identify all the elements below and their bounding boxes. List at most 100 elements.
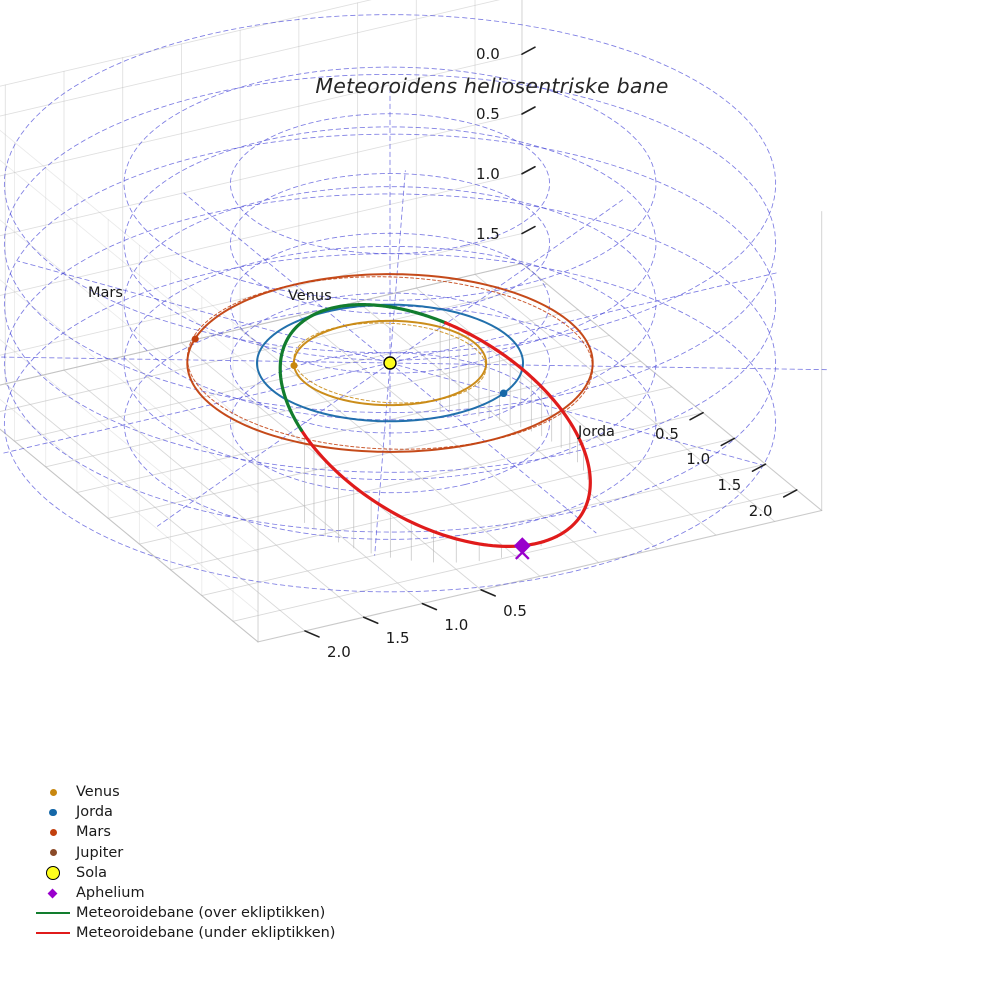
polar-radial-gridline	[183, 192, 391, 364]
polar-radial-gridline	[17, 260, 391, 364]
legend-label: Jupiter	[76, 844, 124, 861]
tick-mark	[421, 602, 438, 611]
planet-orbits	[186, 273, 594, 453]
legend-item-aphelium[interactable]: Aphelium	[30, 883, 330, 903]
meteoroid-orbit	[278, 303, 592, 548]
body-marker-mars	[191, 335, 199, 343]
polar-circle-gridline	[3, 73, 777, 413]
legend-marker-line-icon	[30, 912, 76, 915]
polar-radial-gridline	[156, 362, 391, 527]
polar-circle-gridline	[3, 14, 777, 354]
tick-mark	[689, 411, 704, 421]
tick-mark	[521, 106, 536, 115]
floor-grid-line	[122, 356, 423, 605]
axis-tick-marks	[304, 46, 798, 638]
meteoroid-orbit-above-ecliptic	[278, 303, 350, 432]
polar-circle-gridline	[229, 173, 551, 314]
tick-mark	[480, 589, 496, 597]
wall-grid-line	[0, 233, 523, 356]
tick-mark	[720, 437, 736, 447]
polar-radial-gridline	[389, 272, 778, 364]
polar-circle-gridline	[229, 352, 551, 494]
wall-grid-line	[0, 338, 259, 553]
polar-radial-gridline	[2, 362, 391, 454]
tick-mark	[521, 225, 536, 235]
polar-radial-gridline	[389, 199, 624, 364]
planet-orbit-inclined-mars	[186, 276, 594, 450]
cube-edge	[0, 262, 523, 386]
polar-circle-gridline	[123, 66, 657, 301]
floor-grid-line	[138, 412, 704, 545]
polar-radial-gridline	[374, 362, 391, 556]
floor-grid-line	[201, 463, 766, 597]
meteoroid-orbit-below-ecliptic	[299, 321, 592, 548]
polar-radial-gridline	[0, 356, 391, 364]
planet-orbit-jorda	[256, 303, 524, 423]
polar-circle-gridline	[229, 292, 551, 434]
body-marker-sola	[383, 356, 397, 370]
floor-grid-line	[4, 383, 306, 632]
legend-marker-circle-icon	[30, 788, 76, 796]
polar-radial-gridline	[389, 362, 830, 371]
polar-circle-gridline	[229, 113, 551, 255]
legend-label: Meteoroidebane (under ekliptikken)	[76, 925, 336, 942]
legend-item-meteoroidebane[interactable]: Meteoroidebane (over ekliptikken)	[30, 903, 330, 923]
body-marker-venus	[290, 362, 298, 370]
meteoroid-orbit-above-ecliptic	[346, 303, 448, 325]
wall-grid-line	[0, 0, 372, 87]
legend-item-meteoroidebane[interactable]: Meteoroidebane (under ekliptikken)	[30, 923, 335, 943]
wall-grid-line	[0, 53, 523, 177]
legend-marker-circle-icon	[30, 828, 76, 836]
legend-item-jorda[interactable]: Jorda	[30, 802, 330, 822]
legend-marker-line-icon	[30, 932, 76, 935]
legend-marker-diamond-icon	[30, 888, 76, 898]
legend-marker-circle-icon	[30, 849, 76, 857]
floor-grid-line	[170, 437, 735, 571]
wall-grid-line	[0, 129, 259, 344]
orbit-stem-lines	[304, 320, 591, 563]
aphelion-marker	[513, 537, 531, 560]
polar-radial-gridline	[389, 362, 763, 466]
legend-label: Sola	[76, 864, 107, 881]
wall-grid-line	[0, 279, 259, 493]
tick-mark	[521, 165, 536, 175]
legend-item-venus[interactable]: Venus	[30, 782, 330, 802]
polar-grid-lines	[0, 14, 830, 593]
celestial-bodies	[191, 335, 508, 398]
polar-radial-gridline	[389, 362, 597, 534]
legend-item-sola[interactable]: Sola	[30, 863, 330, 883]
legend: Venus Jorda Mars Jupiter Sola Aphelium Meteoro…	[30, 782, 335, 944]
cube-edge	[257, 509, 823, 643]
polar-circle-gridline	[3, 253, 777, 593]
legend-label: Meteoroidebane (over ekliptikken)	[76, 905, 326, 922]
legend-marker-circle-edged-icon	[30, 865, 76, 880]
legend-marker-circle-icon	[30, 808, 76, 817]
legend-item-mars[interactable]: Mars	[30, 822, 330, 842]
wall-grid-line	[0, 159, 259, 374]
wall-grid-line	[0, 113, 523, 237]
tick-mark	[304, 630, 320, 638]
floor-grid-line	[63, 369, 365, 618]
cube-edge	[0, 428, 259, 643]
planet-orbit-inclined-venus	[293, 322, 487, 404]
wall-grid-line	[0, 398, 259, 613]
legend-item-jupiter[interactable]: Jupiter	[30, 843, 330, 863]
polar-circle-gridline	[123, 305, 657, 540]
polar-radial-gridline	[389, 170, 406, 364]
tick-mark	[362, 616, 379, 625]
floor-grid-line	[232, 489, 798, 622]
aphelion-projection-x-marker	[514, 545, 530, 560]
cube-edge	[521, 262, 823, 512]
tick-mark	[782, 489, 798, 498]
wall-grid-line	[0, 219, 259, 434]
legend-label: Aphelium	[76, 885, 145, 902]
polar-circle-gridline	[3, 133, 777, 473]
legend-label: Jorda	[76, 804, 113, 821]
legend-label: Venus	[76, 784, 120, 801]
tick-mark	[521, 46, 536, 56]
legend-label: Mars	[76, 824, 111, 841]
tick-mark	[751, 463, 767, 472]
wall-grid-line	[0, 0, 501, 117]
body-marker-jorda	[499, 389, 508, 398]
